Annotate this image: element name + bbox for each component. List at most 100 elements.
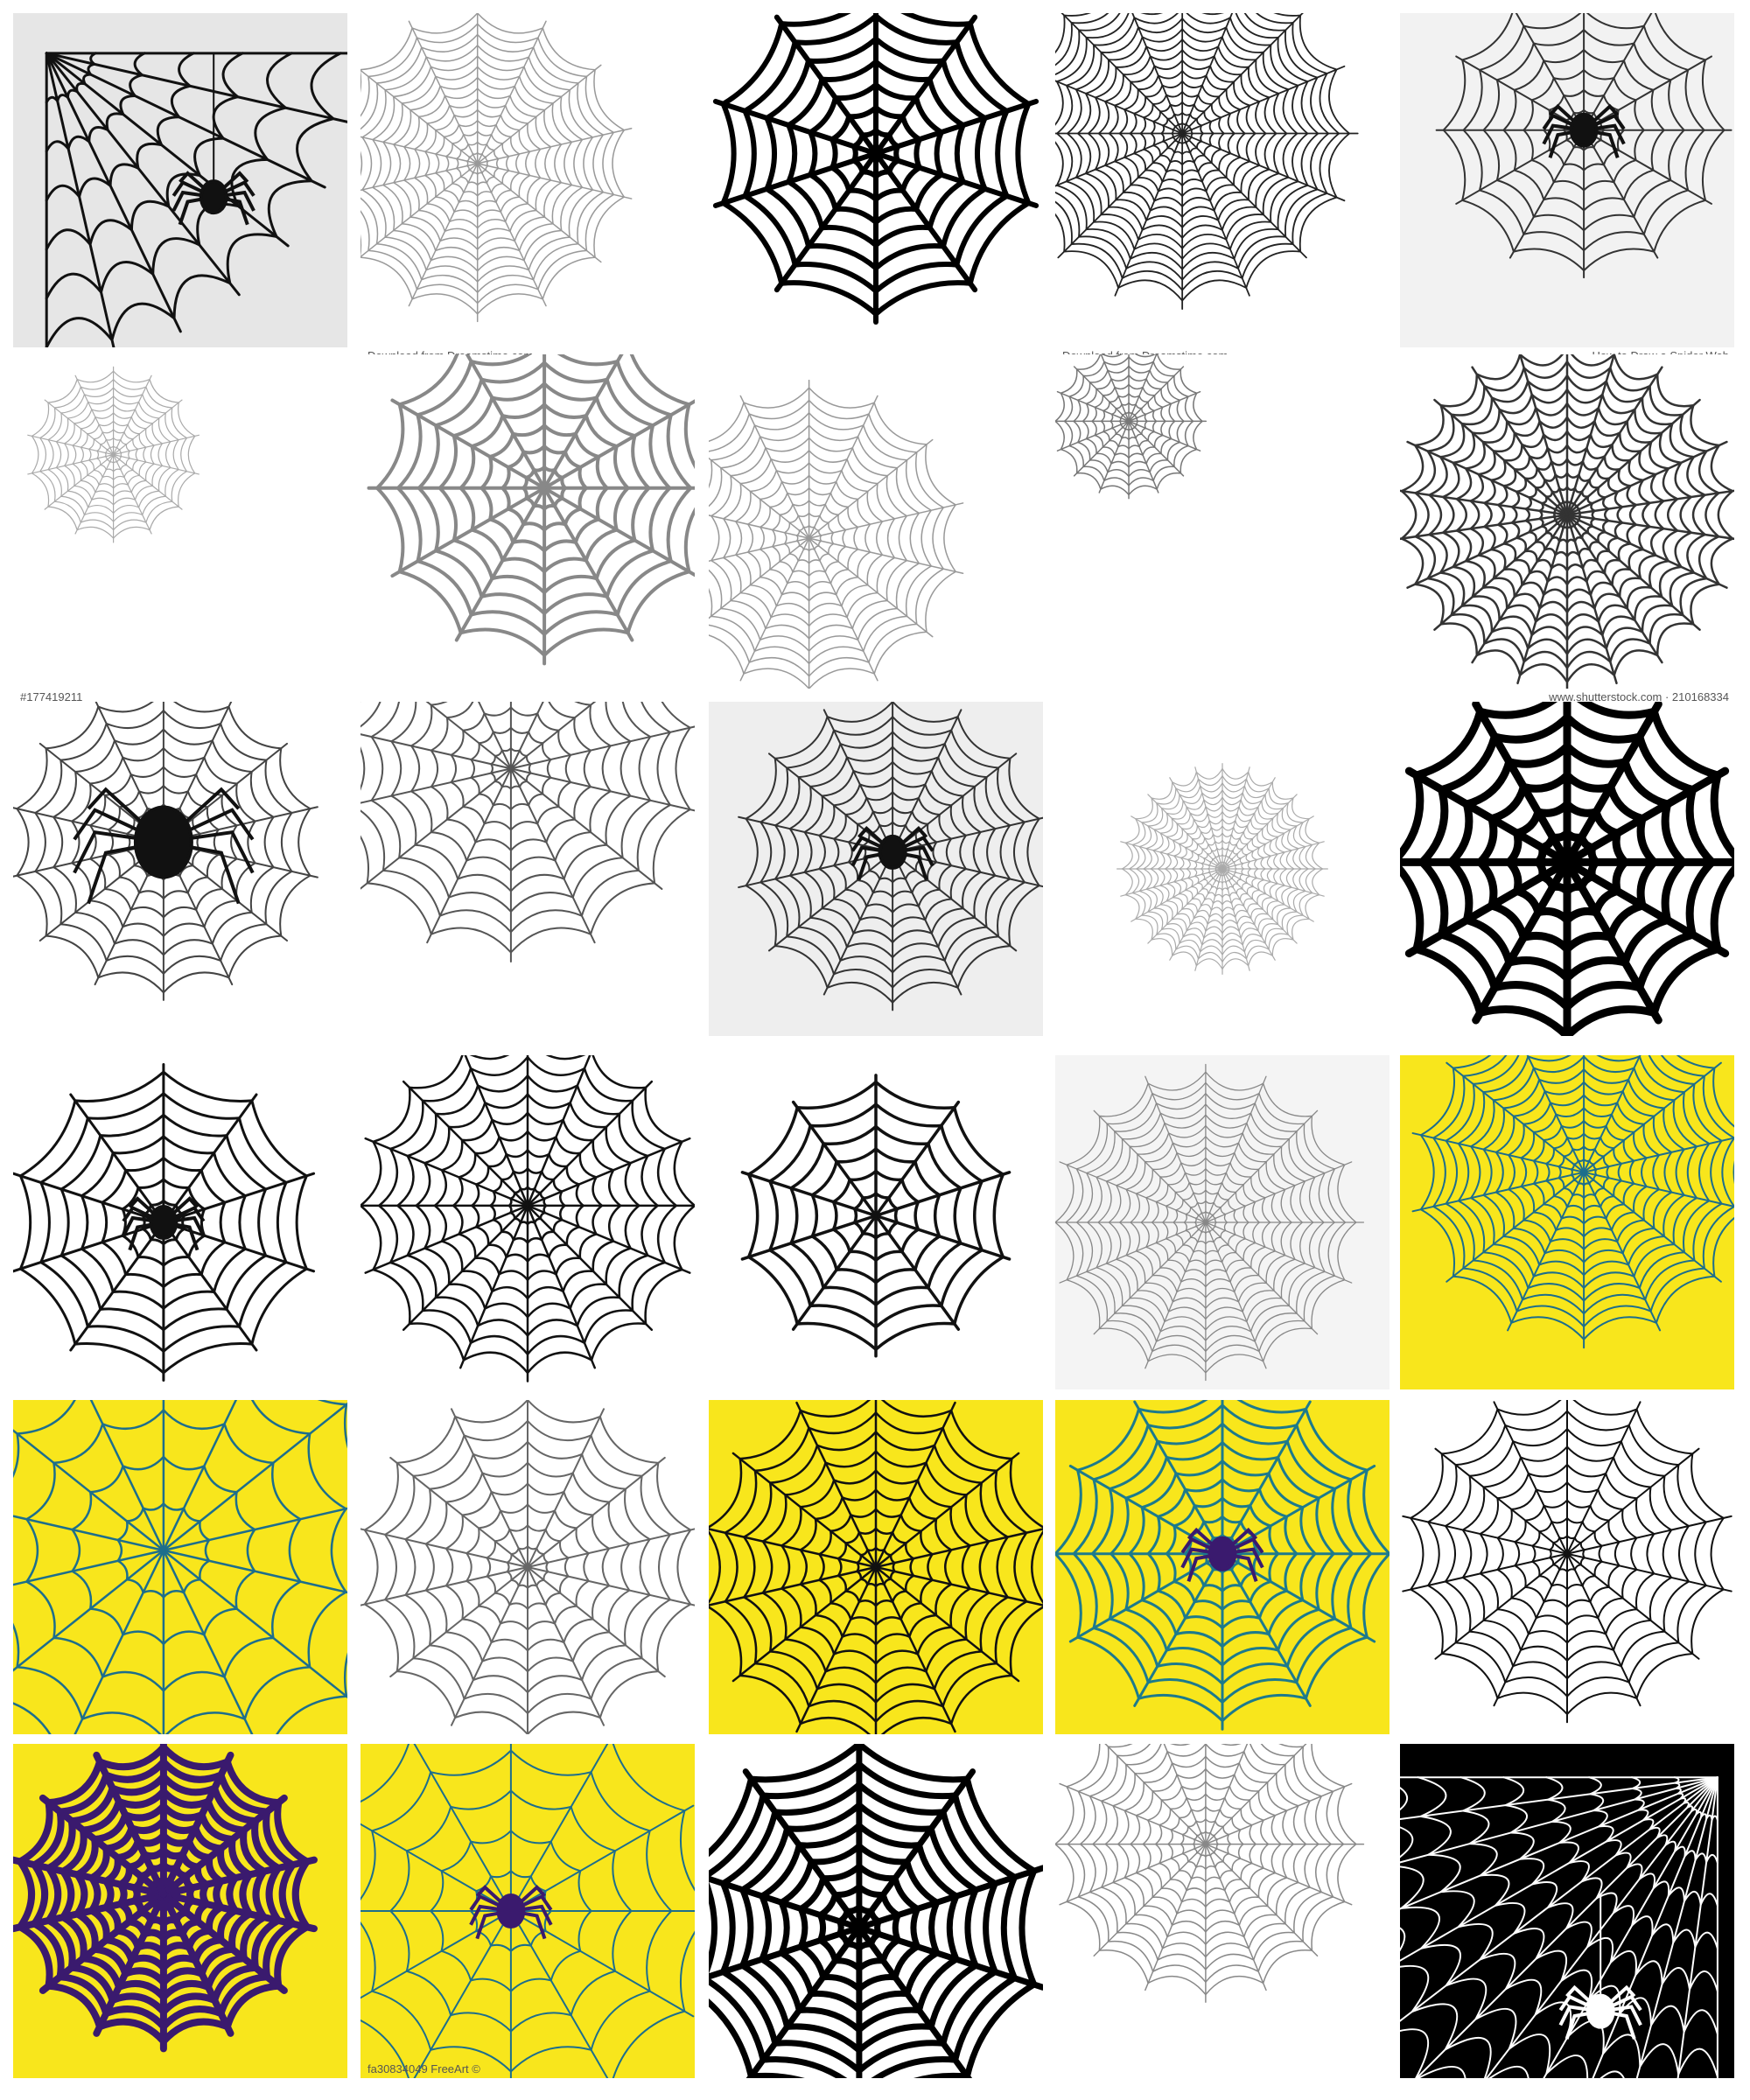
image-tile	[1400, 1055, 1734, 1390]
web-ring	[1183, 1200, 1228, 1245]
web-ring	[1129, 1146, 1282, 1298]
spider-web	[740, 1074, 1012, 1358]
web-ring	[116, 1502, 211, 1600]
web-ring	[45, 52, 244, 251]
image-tile	[709, 1400, 1043, 1734]
web-spoke	[709, 1875, 863, 1931]
tile-background	[1400, 13, 1734, 347]
web-spoke	[1059, 1161, 1207, 1223]
web-ring	[709, 412, 933, 665]
web-spoke	[808, 438, 934, 539]
web-ring	[413, 98, 542, 229]
web-ring	[450, 706, 572, 831]
web-spoke	[360, 733, 512, 770]
web-ring	[1108, 60, 1257, 208]
web-ring	[1075, 1093, 1336, 1353]
web-spoke	[795, 1565, 878, 1733]
web-ring	[437, 382, 652, 595]
web-ring	[1121, 767, 1324, 970]
web-ring	[1135, 782, 1310, 956]
web-ring	[1570, 1158, 1598, 1186]
web-ring	[1192, 1830, 1220, 1858]
spider-web	[1055, 1744, 1365, 2003]
web-ring	[1166, 1805, 1245, 1883]
web-ring	[722, 450, 896, 627]
web-ring	[1537, 486, 1597, 545]
web-spoke	[402, 1080, 529, 1208]
web-ring	[500, 444, 589, 533]
web-ring	[1542, 88, 1626, 172]
image-tile	[13, 1400, 347, 1734]
web-ring	[38, 1092, 288, 1354]
web-ring	[72, 1802, 256, 1988]
image-tile	[709, 1055, 1043, 1390]
web-ring	[719, 13, 1032, 318]
web-spoke	[1205, 1222, 1267, 1369]
web-ring	[392, 76, 563, 251]
web-ring	[455, 141, 500, 186]
web-ring	[758, 1822, 961, 2034]
web-spoke	[709, 1565, 878, 1606]
web-spoke	[1583, 1055, 1642, 1173]
web-ring	[382, 66, 573, 262]
web-ring	[1400, 702, 1734, 1036]
web-spoke	[509, 702, 544, 770]
web-spoke	[89, 1400, 165, 1552]
web-ring	[1586, 1776, 1718, 1908]
web-spoke	[360, 163, 479, 258]
image-tile	[360, 354, 695, 689]
tile-background	[709, 354, 1043, 689]
web-ring	[1502, 1776, 1718, 1993]
web-ring	[432, 1111, 623, 1300]
spider	[469, 1885, 553, 1940]
watermark-caption: www.shutterstock.com · 210168334	[1548, 690, 1729, 704]
spider-web	[1435, 13, 1732, 279]
web-spoke	[1676, 1776, 1718, 2078]
image-tile	[1055, 1055, 1390, 1390]
spider-web	[709, 1400, 1043, 1734]
web-spoke	[892, 709, 962, 853]
spider-body	[1586, 1993, 1615, 2029]
image-tile	[1055, 1400, 1390, 1734]
web-ring	[1193, 839, 1252, 899]
web-spoke	[1455, 129, 1586, 205]
web-ring	[855, 1546, 897, 1588]
web-ring	[24, 1409, 303, 1693]
web-ring	[130, 1861, 198, 1929]
web-ring	[850, 128, 901, 180]
web-ring	[1427, 374, 1707, 656]
web-ring	[1671, 1776, 1718, 1824]
tile-background	[709, 702, 1043, 1036]
web-ring	[763, 36, 989, 272]
spider-body	[133, 805, 193, 879]
web-ring	[377, 1055, 678, 1356]
web-spoke	[1434, 1447, 1568, 1555]
web-ring	[1426, 1410, 1708, 1698]
web-spoke	[113, 374, 152, 456]
web-spoke	[1583, 129, 1659, 259]
web-spoke	[113, 399, 183, 456]
web-ring	[15, 702, 312, 994]
web-ring	[360, 1744, 695, 2078]
web-ring	[1159, 111, 1205, 156]
web-ring	[1558, 1145, 1611, 1200]
web-spoke	[74, 374, 115, 456]
web-spoke	[13, 1515, 165, 1552]
image-tile	[360, 702, 695, 1036]
web-ring	[1544, 1776, 1718, 1950]
web-spoke	[1059, 1843, 1207, 1906]
web-spoke	[1205, 1222, 1319, 1335]
web-spoke	[1592, 1776, 1718, 2078]
web-ring	[1445, 1055, 1724, 1315]
web-spoke	[360, 136, 479, 164]
web-spoke	[874, 1565, 1043, 1606]
web-ring	[709, 1744, 1039, 2078]
web-ring	[52, 728, 276, 956]
web-ring	[360, 1749, 673, 2073]
web-ring	[360, 33, 605, 294]
web-spoke	[27, 434, 115, 456]
web-spoke	[1068, 1464, 1224, 1556]
web-ring	[1108, 1124, 1304, 1320]
image-tile	[1400, 702, 1734, 1036]
